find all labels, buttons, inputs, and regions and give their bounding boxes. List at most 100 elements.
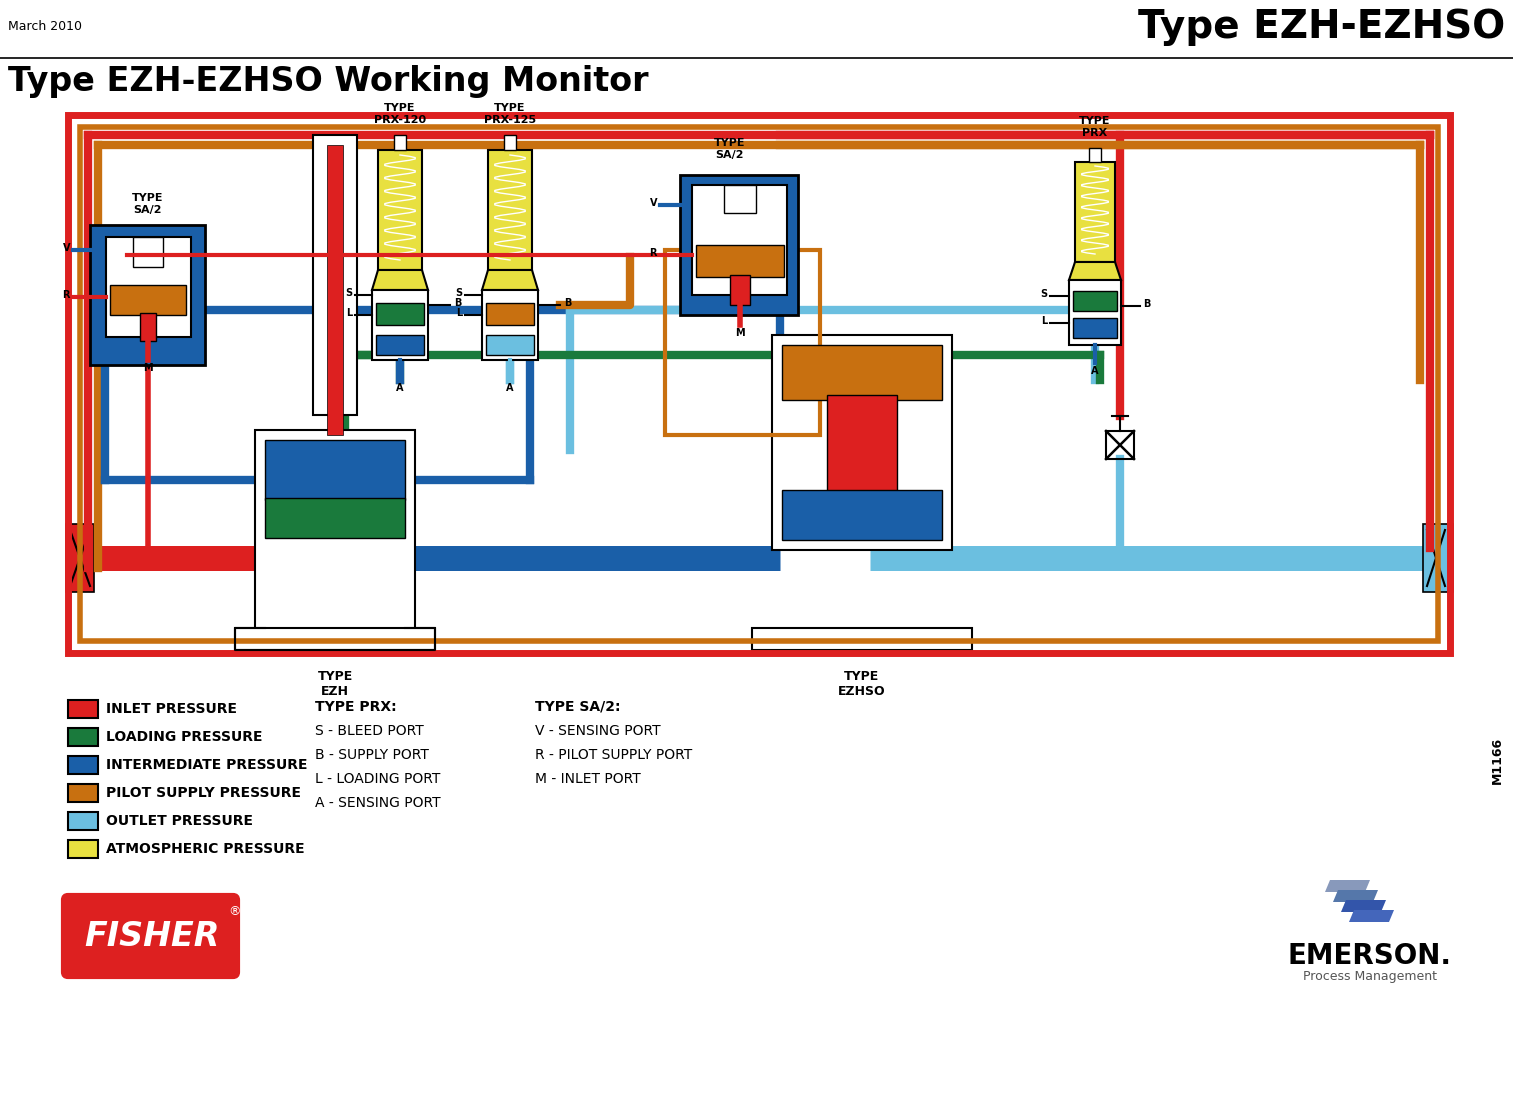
Bar xyxy=(486,303,534,325)
Text: L: L xyxy=(346,308,353,318)
Bar xyxy=(1070,280,1121,345)
Bar xyxy=(68,840,98,858)
Text: S: S xyxy=(1039,289,1047,299)
Bar xyxy=(265,497,405,538)
Bar xyxy=(68,728,98,746)
Text: Type EZH-EZHSO: Type EZH-EZHSO xyxy=(1138,8,1505,46)
Text: Process Management: Process Management xyxy=(1303,970,1437,983)
Bar xyxy=(696,245,784,277)
Polygon shape xyxy=(1325,880,1369,892)
Bar xyxy=(752,628,971,650)
Bar xyxy=(782,490,943,540)
Bar xyxy=(691,185,787,295)
Text: TYPE
PRX-120: TYPE PRX-120 xyxy=(374,104,427,125)
Bar xyxy=(68,784,98,802)
Bar xyxy=(377,303,424,325)
Text: INLET PRESSURE: INLET PRESSURE xyxy=(106,702,238,716)
Text: OUTLET PRESSURE: OUTLET PRESSURE xyxy=(106,814,253,828)
Bar xyxy=(504,135,516,150)
Bar xyxy=(68,700,98,718)
Polygon shape xyxy=(1333,890,1378,902)
Bar xyxy=(67,524,94,592)
Text: L: L xyxy=(1041,315,1047,326)
Bar xyxy=(141,313,156,341)
Text: M: M xyxy=(735,328,744,338)
Bar xyxy=(133,237,163,267)
Bar xyxy=(1073,291,1117,311)
Bar xyxy=(1076,162,1115,263)
Text: Type EZH-EZHSO Working Monitor: Type EZH-EZHSO Working Monitor xyxy=(8,65,649,98)
Text: EMERSON.: EMERSON. xyxy=(1288,942,1452,970)
FancyBboxPatch shape xyxy=(64,895,238,977)
Bar xyxy=(1073,318,1117,338)
Polygon shape xyxy=(1350,910,1393,922)
Text: ®: ® xyxy=(228,906,241,919)
Text: V - SENSING PORT: V - SENSING PORT xyxy=(536,724,661,738)
Text: A: A xyxy=(396,383,404,393)
Text: INTERMEDIATE PRESSURE: INTERMEDIATE PRESSURE xyxy=(106,758,307,772)
Bar xyxy=(68,115,1449,653)
Bar xyxy=(725,185,756,213)
Text: LOADING PRESSURE: LOADING PRESSURE xyxy=(106,730,262,745)
Text: TYPE
SA/2: TYPE SA/2 xyxy=(714,138,746,160)
Text: R - PILOT SUPPLY PORT: R - PILOT SUPPLY PORT xyxy=(536,748,693,762)
Text: M: M xyxy=(144,363,153,373)
Text: TYPE
EZHSO: TYPE EZHSO xyxy=(838,670,885,698)
Text: L - LOADING PORT: L - LOADING PORT xyxy=(315,772,440,786)
Text: A - SENSING PORT: A - SENSING PORT xyxy=(315,796,440,810)
Text: R: R xyxy=(649,248,657,258)
Text: M - INLET PORT: M - INLET PORT xyxy=(536,772,640,786)
Bar xyxy=(1424,524,1452,592)
Bar xyxy=(89,225,204,365)
Polygon shape xyxy=(372,270,428,290)
Bar xyxy=(486,335,534,355)
Text: FISHER: FISHER xyxy=(85,921,219,953)
Text: TYPE
SA/2: TYPE SA/2 xyxy=(132,193,163,215)
Text: L: L xyxy=(455,308,461,318)
Text: S: S xyxy=(455,288,461,298)
Bar xyxy=(110,285,186,315)
Text: March 2010: March 2010 xyxy=(8,20,82,33)
Bar xyxy=(372,290,428,360)
Text: B: B xyxy=(1142,299,1150,309)
Text: TYPE
PRX-125: TYPE PRX-125 xyxy=(484,104,536,125)
Bar xyxy=(327,144,343,435)
Bar xyxy=(313,135,357,415)
Text: B - SUPPLY PORT: B - SUPPLY PORT xyxy=(315,748,428,762)
Text: B: B xyxy=(564,298,572,308)
Text: S - BLEED PORT: S - BLEED PORT xyxy=(315,724,424,738)
Bar xyxy=(729,275,750,306)
Text: A: A xyxy=(507,383,514,393)
Bar xyxy=(256,430,415,630)
Bar xyxy=(377,335,424,355)
Text: PILOT SUPPLY PRESSURE: PILOT SUPPLY PRESSURE xyxy=(106,786,301,800)
Text: R: R xyxy=(62,290,70,300)
Bar xyxy=(378,150,422,270)
Text: V: V xyxy=(649,199,657,208)
Bar xyxy=(68,812,98,829)
Bar xyxy=(666,250,820,435)
Bar xyxy=(679,175,797,315)
Bar xyxy=(265,440,405,500)
Polygon shape xyxy=(1070,263,1121,280)
Bar xyxy=(782,345,943,400)
Text: TYPE
PRX: TYPE PRX xyxy=(1079,117,1111,138)
Bar xyxy=(393,135,405,150)
Bar xyxy=(1089,148,1101,162)
Bar xyxy=(1106,431,1135,459)
Bar xyxy=(80,127,1437,641)
Text: ATMOSPHERIC PRESSURE: ATMOSPHERIC PRESSURE xyxy=(106,842,304,856)
Text: S: S xyxy=(345,288,353,298)
Bar xyxy=(828,395,897,495)
Text: M1166: M1166 xyxy=(1490,737,1504,783)
Text: A: A xyxy=(1091,366,1098,376)
Bar xyxy=(106,237,191,338)
Bar xyxy=(483,290,539,360)
Bar xyxy=(489,150,533,270)
Bar xyxy=(68,756,98,774)
Text: TYPE
EZH: TYPE EZH xyxy=(318,670,353,698)
Text: TYPE SA/2:: TYPE SA/2: xyxy=(536,700,620,714)
Text: B: B xyxy=(454,298,461,308)
Polygon shape xyxy=(483,270,539,290)
Bar xyxy=(772,335,952,550)
